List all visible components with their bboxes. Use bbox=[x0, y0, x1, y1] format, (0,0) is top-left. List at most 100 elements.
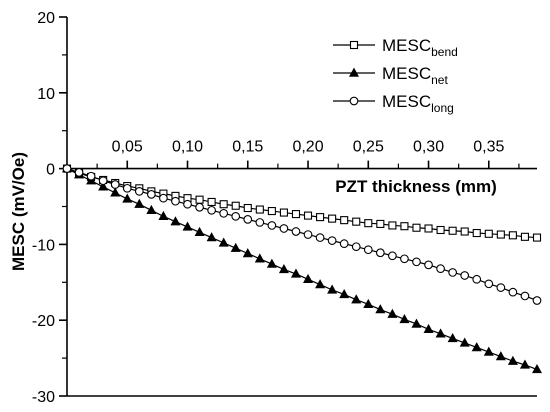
data-point-net bbox=[459, 337, 470, 347]
data-point-long bbox=[532, 296, 542, 305]
data-point-net bbox=[375, 304, 386, 314]
legend-label: MESCnet bbox=[382, 64, 448, 87]
data-point-long bbox=[400, 254, 409, 264]
data-point-bend bbox=[279, 208, 288, 217]
data-point-net bbox=[242, 248, 253, 258]
data-point-net bbox=[435, 328, 446, 338]
x-tick-label: 0,25 bbox=[353, 139, 384, 156]
data-point-bend bbox=[376, 219, 385, 228]
data-point-net bbox=[447, 332, 458, 343]
data-point-net bbox=[218, 237, 229, 247]
data-point-net bbox=[146, 204, 157, 214]
y-tick-label: -20 bbox=[32, 313, 55, 330]
data-point-long bbox=[134, 186, 144, 196]
data-point-long bbox=[375, 248, 385, 258]
x-tick-label: 0,20 bbox=[292, 139, 323, 156]
data-point-bend bbox=[364, 219, 373, 228]
data-point-bend bbox=[400, 222, 409, 231]
data-point-long bbox=[424, 260, 433, 270]
data-point-net bbox=[507, 355, 518, 365]
legend-marker-net bbox=[348, 67, 360, 77]
legend-marker-bend bbox=[349, 40, 359, 50]
x-axis: 0,05 0,10 0,15 0,20 0,25 0,30 0,35 bbox=[67, 139, 537, 170]
data-point-net bbox=[399, 314, 410, 324]
series-line-net bbox=[66, 168, 538, 371]
data-point-net bbox=[230, 242, 241, 252]
data-point-long bbox=[291, 227, 301, 236]
data-point-long bbox=[363, 245, 373, 255]
data-point-long bbox=[267, 221, 277, 230]
y-tick-label: 20 bbox=[37, 10, 55, 27]
legend-marker-long bbox=[349, 96, 359, 106]
data-point-long bbox=[520, 291, 530, 301]
data-point-long bbox=[496, 283, 506, 292]
x-tick-label: 0,15 bbox=[232, 139, 263, 156]
y-axis: -30 -20 -10 0 10 20 bbox=[32, 10, 67, 406]
y-tick-label: -10 bbox=[32, 237, 55, 254]
data-point-net bbox=[519, 359, 530, 369]
data-point-bend bbox=[448, 226, 457, 235]
data-point-long bbox=[460, 271, 470, 280]
x-tick-label: 0,35 bbox=[473, 139, 504, 156]
data-point-net bbox=[122, 193, 133, 203]
data-point-bend bbox=[328, 214, 337, 223]
data-point-long bbox=[183, 199, 192, 209]
data-point-long bbox=[508, 287, 518, 297]
data-point-bend bbox=[255, 205, 264, 214]
data-point-bend bbox=[231, 201, 240, 210]
data-point-bend bbox=[460, 227, 469, 236]
data-point-net bbox=[363, 298, 374, 308]
legend: MESCbend MESCnet MESClong bbox=[333, 36, 458, 115]
data-point-net bbox=[411, 318, 422, 328]
data-point-net bbox=[423, 323, 434, 333]
data-point-long bbox=[159, 193, 168, 203]
legend-label: MESClong bbox=[382, 92, 454, 115]
data-point-net bbox=[134, 198, 145, 208]
data-point-long bbox=[147, 190, 156, 199]
data-point-net bbox=[194, 226, 205, 236]
data-point-bend bbox=[207, 197, 216, 207]
data-point-long bbox=[122, 183, 132, 193]
data-point-long bbox=[412, 257, 421, 267]
data-point-net bbox=[98, 181, 109, 191]
data-point-bend bbox=[412, 223, 421, 232]
data-point-long bbox=[388, 251, 397, 261]
data-point-net bbox=[290, 268, 301, 278]
data-point-net bbox=[387, 308, 398, 318]
data-point-bend bbox=[340, 216, 349, 225]
data-point-long bbox=[484, 279, 494, 289]
data-point-net bbox=[303, 273, 314, 283]
series-line-bend bbox=[66, 168, 538, 239]
data-point-net bbox=[182, 221, 193, 231]
data-point-long bbox=[436, 264, 445, 274]
legend-entry-bend: MESCbend bbox=[333, 36, 458, 59]
series-net bbox=[61, 163, 543, 374]
series-line-long bbox=[66, 168, 538, 302]
data-point-bend bbox=[484, 229, 493, 238]
data-point-long bbox=[327, 236, 337, 245]
data-point-bend bbox=[520, 232, 529, 241]
data-point-net bbox=[110, 187, 121, 197]
data-point-long bbox=[62, 164, 72, 173]
data-point-bend bbox=[496, 230, 505, 239]
data-point-net bbox=[315, 279, 326, 289]
data-point-net bbox=[327, 284, 338, 294]
y-tick-label: -30 bbox=[32, 389, 55, 406]
data-point-long bbox=[98, 176, 108, 186]
data-point-net bbox=[471, 342, 482, 352]
y-tick-label: 0 bbox=[46, 162, 55, 179]
x-tick-label: 0,10 bbox=[172, 139, 203, 156]
series-long bbox=[62, 164, 542, 305]
data-point-net bbox=[495, 351, 506, 361]
data-point-net bbox=[278, 263, 289, 274]
data-point-long bbox=[448, 268, 457, 277]
data-point-net bbox=[266, 258, 277, 268]
data-point-net bbox=[170, 216, 181, 226]
data-point-bend bbox=[316, 213, 325, 222]
data-point-net bbox=[339, 289, 350, 299]
y-tick-label: 10 bbox=[37, 86, 55, 103]
data-point-bend bbox=[195, 195, 204, 204]
data-point-long bbox=[171, 196, 180, 206]
data-point-net bbox=[206, 232, 217, 242]
